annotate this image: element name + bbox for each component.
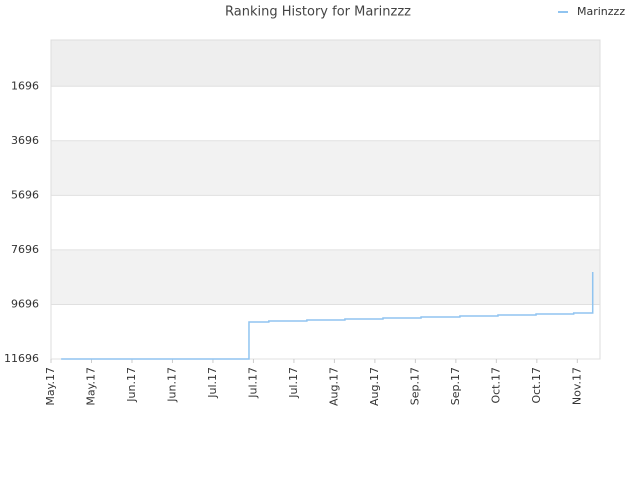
grid-band xyxy=(51,40,600,87)
x-tick-label: Jul.17 xyxy=(246,367,259,399)
series-line xyxy=(61,271,594,360)
y-tick-label: 11696 xyxy=(4,352,39,365)
plot-frame xyxy=(50,39,601,360)
x-tick-label: Aug.17 xyxy=(368,367,381,406)
y-tick-label: 9696 xyxy=(11,297,39,310)
x-tick-label: May.17 xyxy=(84,367,97,406)
x-tick-label: Sep.17 xyxy=(449,367,462,405)
x-tick-label: Jun.17 xyxy=(125,367,138,403)
chart-title: Ranking History for Marinzzz xyxy=(225,5,411,20)
y-tick-label: 7696 xyxy=(11,243,39,256)
grid-band xyxy=(51,249,600,305)
x-tick-label: Oct.17 xyxy=(530,367,543,404)
x-tick-label: Jun.17 xyxy=(165,367,178,403)
grid-band xyxy=(51,140,600,196)
x-tick-label: Jul.17 xyxy=(206,367,219,399)
legend-label: Marinzzz xyxy=(577,5,625,18)
x-tick-label: May.17 xyxy=(44,367,57,406)
x-tick-label: Sep.17 xyxy=(408,367,421,405)
x-tick-label: Aug.17 xyxy=(327,367,340,406)
x-tick-label: Oct.17 xyxy=(489,367,502,404)
x-tick-label: Jul.17 xyxy=(287,367,300,399)
y-tick-label: 1696 xyxy=(11,79,39,92)
x-tick-label: Nov.17 xyxy=(570,367,583,405)
y-tick-label: 5696 xyxy=(11,188,39,201)
y-tick-label: 3696 xyxy=(11,134,39,147)
